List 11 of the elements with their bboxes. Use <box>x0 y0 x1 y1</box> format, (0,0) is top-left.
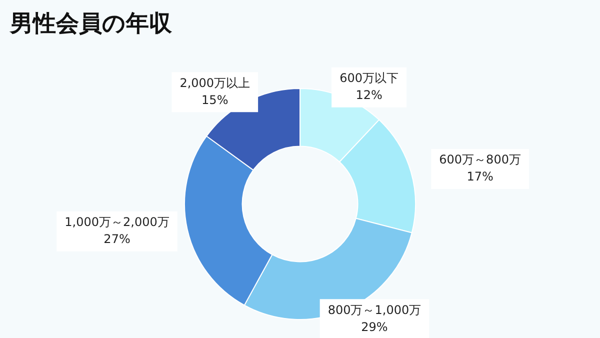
chart-title: 男性会員の年収 <box>10 10 172 39</box>
data-label: 15% <box>202 92 228 107</box>
slice-label: 600万～800万 <box>439 152 521 167</box>
slice-label: 600万以下 <box>340 70 398 85</box>
slice-label: 2,000万以上 <box>180 76 250 90</box>
slice-label: 800万～1,000万 <box>328 302 422 317</box>
data-label: 27% <box>104 232 130 246</box>
data-label: 17% <box>466 170 494 184</box>
data-label: 29% <box>361 320 388 334</box>
data-label: 12% <box>356 88 382 102</box>
slice-label: 1,000万～2,000万 <box>64 215 170 229</box>
